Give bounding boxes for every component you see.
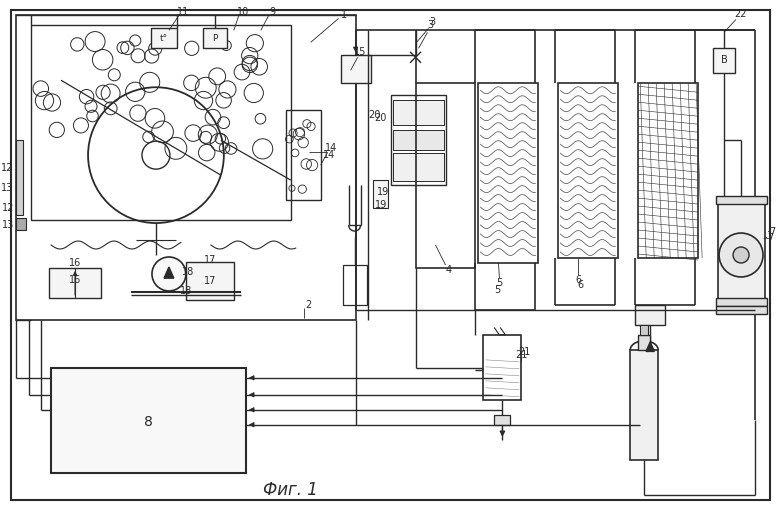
Bar: [635, 305, 665, 325]
Text: 2: 2: [306, 300, 312, 310]
Text: B: B: [721, 56, 728, 65]
Text: 16: 16: [69, 258, 81, 268]
Polygon shape: [646, 342, 654, 352]
Bar: [391, 95, 445, 185]
Bar: [630, 350, 658, 460]
Bar: [285, 110, 321, 200]
Text: 10: 10: [236, 7, 249, 17]
Bar: [16, 15, 356, 320]
Bar: [392, 100, 444, 125]
Text: 19: 19: [374, 200, 387, 210]
Bar: [716, 196, 767, 204]
Bar: [151, 28, 177, 48]
Bar: [186, 262, 234, 300]
Text: 12: 12: [1, 163, 13, 173]
Text: Фиг. 1: Фиг. 1: [264, 481, 318, 499]
Text: 22: 22: [734, 9, 746, 20]
Text: 20: 20: [368, 110, 381, 120]
Text: 17: 17: [204, 255, 216, 265]
Bar: [716, 298, 767, 306]
Bar: [392, 130, 444, 150]
Bar: [478, 83, 538, 263]
Bar: [342, 265, 367, 305]
Text: t°: t°: [160, 34, 168, 43]
Bar: [373, 180, 388, 208]
Bar: [16, 218, 27, 230]
Polygon shape: [164, 267, 174, 278]
Bar: [16, 140, 23, 215]
Text: ·7: ·7: [765, 233, 775, 243]
Text: 13: 13: [2, 220, 14, 230]
Circle shape: [719, 233, 763, 277]
Text: 5: 5: [496, 278, 502, 288]
Text: 20: 20: [374, 113, 387, 123]
Text: 18: 18: [182, 267, 194, 277]
Bar: [558, 83, 619, 258]
Text: 18: 18: [179, 286, 192, 296]
Text: P: P: [212, 34, 218, 43]
Text: 1: 1: [341, 10, 347, 21]
Bar: [638, 83, 698, 258]
Bar: [49, 268, 101, 298]
Text: 17: 17: [204, 276, 216, 286]
Text: 4: 4: [445, 265, 452, 275]
Bar: [341, 56, 370, 83]
Text: 16: 16: [69, 275, 81, 285]
Bar: [495, 415, 510, 425]
Text: 6: 6: [575, 275, 581, 285]
Text: ·7: ·7: [768, 227, 777, 237]
Circle shape: [733, 247, 749, 263]
Text: 3: 3: [427, 21, 434, 30]
Text: 9: 9: [270, 7, 276, 17]
Text: 6: 6: [577, 280, 583, 290]
Text: 11: 11: [177, 7, 189, 17]
Bar: [713, 48, 735, 74]
Bar: [392, 153, 444, 181]
Bar: [716, 306, 767, 314]
Text: 19: 19: [377, 187, 388, 197]
Bar: [640, 325, 648, 335]
Bar: [203, 28, 227, 48]
Text: 8: 8: [144, 415, 152, 429]
Text: 14: 14: [323, 150, 335, 160]
Bar: [51, 368, 246, 473]
Text: 21: 21: [516, 350, 527, 360]
Bar: [484, 335, 521, 400]
Bar: [31, 25, 291, 220]
Circle shape: [152, 257, 186, 291]
Bar: [638, 335, 651, 350]
Text: 15: 15: [354, 47, 367, 58]
Bar: [416, 83, 476, 268]
Text: 12: 12: [2, 203, 14, 213]
Text: 5: 5: [495, 285, 501, 295]
Text: 21: 21: [518, 347, 530, 357]
Text: 13: 13: [1, 183, 13, 193]
Text: 14: 14: [324, 143, 337, 153]
Bar: [718, 200, 765, 300]
Text: 3: 3: [430, 17, 435, 27]
